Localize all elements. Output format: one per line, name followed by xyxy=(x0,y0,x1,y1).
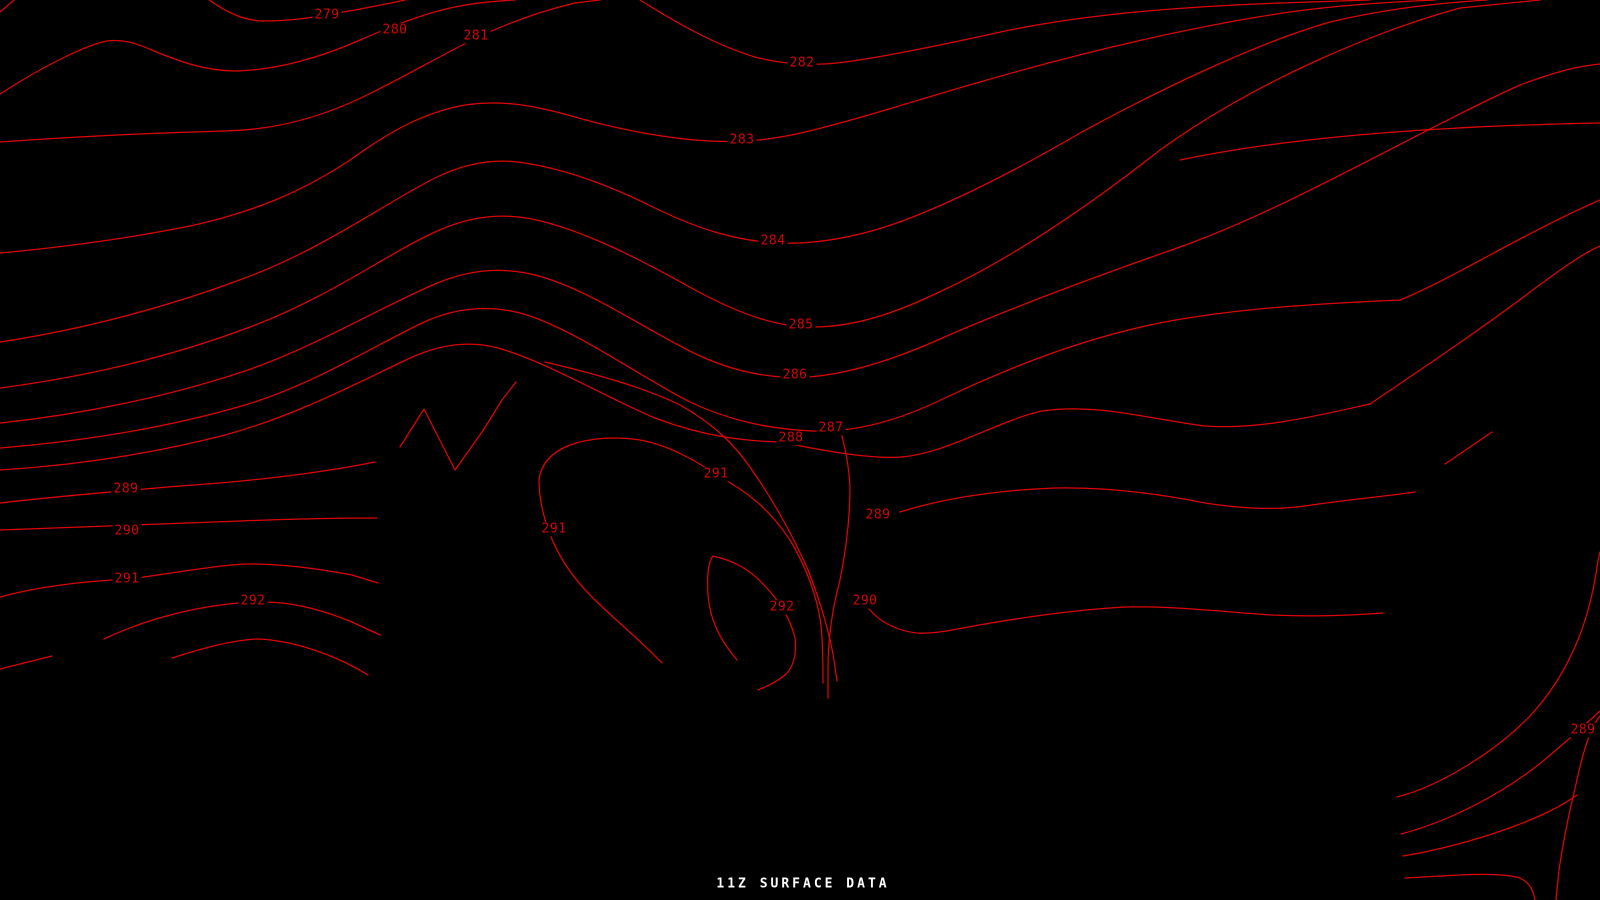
contour-label-289: 289 xyxy=(863,507,893,523)
contour-label-279: 279 xyxy=(312,7,342,23)
contour-line-286 xyxy=(0,63,1600,424)
contour-line-ne-fragment xyxy=(1444,431,1493,465)
contour-label-289: 289 xyxy=(111,481,141,497)
contour-label-291: 291 xyxy=(701,466,731,482)
contour-line-285-bundle xyxy=(1179,122,1600,161)
contour-line-hairpin-fragment xyxy=(399,381,517,471)
contour-line-290-bottom-right xyxy=(1402,794,1578,857)
contour-line-287 xyxy=(0,199,1600,449)
contour-line-290-descender-east xyxy=(827,421,851,699)
contour-line-291-left xyxy=(0,563,379,598)
contour-line-bottom-left-fragment xyxy=(0,655,53,670)
contour-label-291: 291 xyxy=(112,571,142,587)
contour-label-286: 286 xyxy=(780,367,810,383)
contour-label-290: 290 xyxy=(112,523,142,539)
contour-line-288 xyxy=(0,245,1600,471)
contour-line-288-bottom-right xyxy=(1396,551,1600,798)
contour-line-279 xyxy=(208,0,406,22)
contour-line-290-right xyxy=(868,606,1384,634)
contour-label-289: 289 xyxy=(1568,722,1598,738)
footer-caption: 11Z SURFACE DATA xyxy=(716,876,890,892)
contour-label-280: 280 xyxy=(380,22,410,38)
contour-label-283: 283 xyxy=(727,132,757,148)
contour-line-292-hook xyxy=(707,555,797,691)
contour-line-282 xyxy=(639,0,1371,65)
contour-label-285: 285 xyxy=(786,317,816,333)
contour-label-291: 291 xyxy=(539,521,569,537)
contour-line-280 xyxy=(0,0,516,95)
contour-line-290-descender-west xyxy=(544,361,838,682)
contour-line-291-bottom-right xyxy=(1404,873,1536,900)
contour-line-293-arc xyxy=(171,638,369,676)
contour-label-281: 281 xyxy=(461,28,491,44)
contour-label-292: 292 xyxy=(238,593,268,609)
contour-label-287: 287 xyxy=(816,420,846,436)
contour-label-284: 284 xyxy=(758,233,788,249)
contour-line-281 xyxy=(0,0,601,143)
contour-label-282: 282 xyxy=(787,55,817,71)
contour-label-288: 288 xyxy=(776,430,806,446)
contour-line-corner-fragment xyxy=(0,0,15,13)
contour-line-284 xyxy=(0,0,1488,343)
contour-line-289-right xyxy=(899,487,1416,513)
contour-line-290-left xyxy=(0,517,378,531)
contour-line-285 xyxy=(0,0,1541,389)
contour-label-290: 290 xyxy=(850,593,880,609)
contour-line-289-left xyxy=(0,461,376,504)
contour-line-283 xyxy=(0,0,1436,254)
contour-line-291-dome xyxy=(538,437,824,684)
contour-label-292: 292 xyxy=(767,599,797,615)
